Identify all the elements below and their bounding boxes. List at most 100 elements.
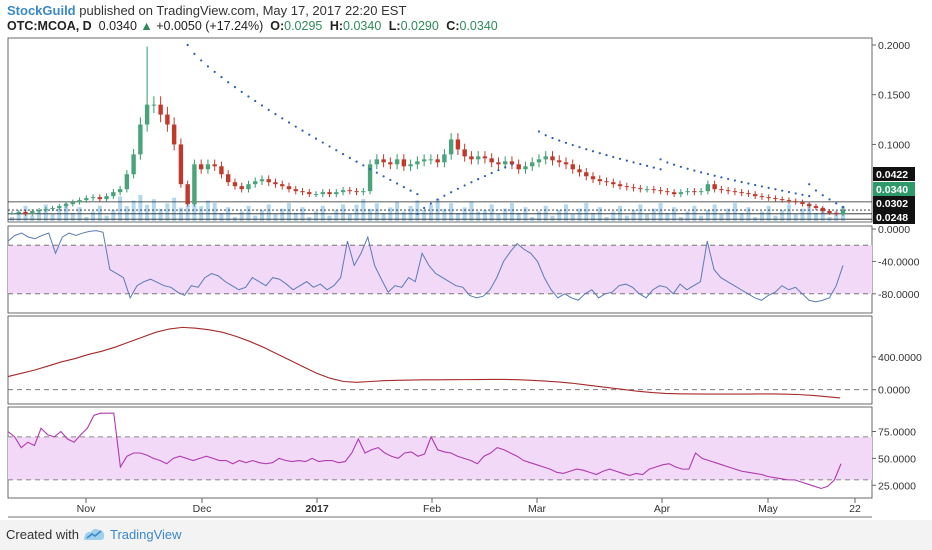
candle-body	[225, 174, 231, 183]
sar-dot	[564, 141, 568, 144]
sar-dot	[808, 195, 811, 198]
candle-body	[678, 192, 684, 195]
x-tick-label: Nov	[77, 503, 96, 515]
open-label: O:	[270, 19, 285, 33]
sar-dot	[483, 174, 487, 178]
candle-body	[779, 199, 785, 201]
candle-body	[165, 114, 170, 125]
sar-dot	[456, 187, 460, 190]
candle-body	[23, 212, 28, 215]
sar-dot	[294, 125, 297, 128]
sar-dot	[274, 113, 277, 116]
chart-area[interactable]: Nov Dec 2017 Feb Mar Apr May 22 0.2000 0.1500 0.10…	[0, 0, 932, 520]
sar-dot	[321, 141, 324, 144]
sar-dot	[828, 198, 831, 201]
candle-body	[732, 191, 738, 193]
volume-bar	[64, 203, 69, 221]
volume-bar	[536, 211, 541, 221]
sar-dot	[362, 164, 365, 167]
candle-body	[536, 159, 542, 163]
candle-body	[394, 159, 400, 165]
sar-dot	[206, 65, 210, 68]
volume-bar	[361, 199, 366, 221]
volume-bar	[50, 214, 55, 221]
volume-bar	[239, 211, 244, 221]
volume-bar	[618, 205, 623, 221]
rsi-band	[8, 245, 872, 294]
macd-y-label: 400.0000	[878, 352, 922, 364]
pane-frame-0	[7, 37, 873, 223]
sar-dot	[801, 193, 804, 196]
candle-body	[239, 186, 244, 190]
candle-body	[36, 210, 42, 212]
created-with-text: Created with	[6, 527, 79, 542]
price-badge-label: 0.0302	[876, 198, 908, 210]
sar-dot	[659, 168, 662, 171]
sar-dot	[254, 99, 257, 103]
rsi-y-label: 0.0000	[878, 224, 910, 236]
volume-bar	[685, 211, 690, 221]
sar-dot	[450, 191, 453, 194]
candle-body	[840, 210, 846, 215]
tradingview-brand[interactable]: TradingView	[110, 527, 182, 542]
candle-body	[57, 206, 62, 209]
candle-body	[259, 179, 265, 182]
candle-body	[705, 184, 711, 192]
sar-dot	[835, 202, 838, 205]
candle-body	[482, 156, 488, 159]
sar-dot	[706, 172, 709, 176]
candle-body	[327, 192, 332, 195]
tradingview-logo-icon[interactable]	[82, 525, 106, 543]
sar-dot	[787, 190, 791, 194]
sar-dot	[389, 178, 392, 182]
volume-bar	[449, 203, 454, 221]
candle-body	[104, 196, 109, 200]
candle-body	[198, 164, 204, 170]
sar-dot	[395, 182, 399, 185]
sar-dot	[328, 145, 331, 148]
volume-bar	[564, 204, 568, 221]
last-price: 0.0340	[98, 19, 137, 33]
volume-bar	[577, 208, 582, 221]
publisher-name[interactable]: StockGuild	[7, 3, 76, 18]
x-tick-label: Dec	[193, 503, 212, 515]
price-badge-bg	[873, 182, 915, 196]
candle-body	[131, 154, 136, 175]
volume-bar	[314, 211, 319, 221]
volume-bar	[178, 207, 183, 221]
sar-dot	[267, 108, 270, 111]
volume-bar	[30, 215, 35, 221]
candle-body	[786, 200, 792, 202]
volume-bar	[658, 203, 663, 221]
volume-bar	[739, 212, 744, 221]
volume-bar	[766, 205, 771, 221]
volume-bar	[172, 197, 177, 221]
volume-bar	[570, 214, 575, 221]
volume-bar	[422, 210, 427, 221]
candle-body	[590, 176, 596, 180]
volume-bar	[543, 205, 548, 221]
sar-dot	[774, 188, 777, 191]
sar-dot	[558, 139, 561, 142]
sar-dot	[213, 70, 216, 73]
candle-body	[597, 179, 602, 182]
sar-dot	[652, 166, 655, 169]
candle-body	[712, 184, 717, 190]
candle-body	[293, 189, 298, 192]
sar-dot	[571, 143, 574, 147]
sar-dot	[598, 152, 601, 155]
sar-dot	[841, 205, 845, 209]
candle-body	[340, 190, 346, 193]
candle-body	[577, 169, 582, 173]
candle-body	[563, 162, 569, 165]
candle-body	[388, 162, 393, 165]
candle-body	[550, 156, 555, 161]
volume-bar	[834, 211, 839, 221]
x-tick-label: 2017	[305, 503, 329, 515]
volume-bar	[347, 214, 352, 221]
volume-bar	[37, 210, 42, 221]
candle-body	[516, 164, 521, 170]
sar-dot	[382, 175, 385, 178]
volume-bar	[287, 203, 291, 221]
high-value: 0.0340	[343, 19, 382, 33]
